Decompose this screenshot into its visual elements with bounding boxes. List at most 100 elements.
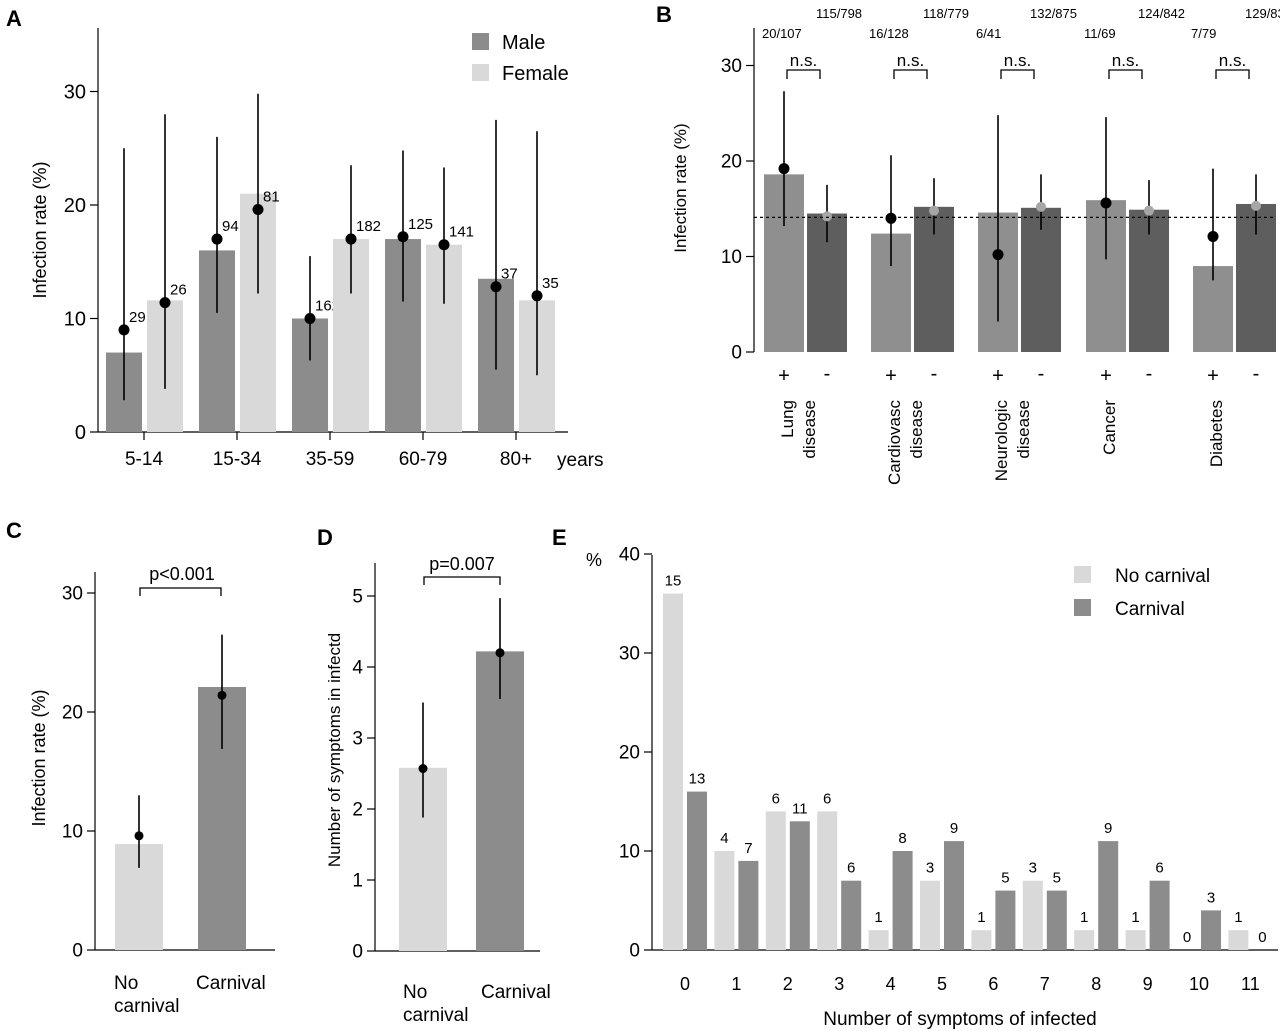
- panel-e-bar-no-carnival: [971, 930, 992, 950]
- panel-d-y-tick-label: 0: [352, 942, 363, 963]
- panel-b-group-label: Cancer: [1100, 400, 1119, 455]
- panel-a-n-label: 182: [356, 218, 381, 235]
- panel-e-bar-carnival: [1149, 880, 1170, 950]
- panel-c-pvalue: p<0.001: [149, 564, 215, 584]
- panel-e-legend-swatch: [1074, 566, 1091, 583]
- panel-a-male-point: [397, 231, 409, 243]
- panel-b-y-tick-label: 10: [721, 247, 742, 268]
- panel-e-x-tick-label: 10: [1189, 974, 1209, 994]
- panel-e-bar-carnival: [944, 841, 964, 950]
- panel-b-group-label-line: disease: [907, 400, 926, 459]
- panel-a-y-tick-label: 0: [75, 422, 86, 444]
- panel-e-count-label: 13: [689, 771, 706, 788]
- panel-e-count-label: 11: [792, 800, 808, 817]
- panel-d-x-label: carnival: [403, 1005, 468, 1026]
- panel-a-x-tick-label: 5-14: [125, 449, 163, 470]
- panel-e-x-tick-label: 2: [783, 974, 793, 994]
- panel-e-bar-no-carnival: [663, 593, 683, 950]
- panel-a-legend-swatch-female: [472, 64, 489, 81]
- panel-a-x-tick-label: 80+: [500, 449, 532, 470]
- panel-b-significance-bracket: [1215, 69, 1250, 79]
- panel-b-minus-label: -: [1038, 363, 1045, 385]
- panel-b-fraction-plus: 20/107: [762, 26, 802, 41]
- panel-e-bar-no-carnival: [1022, 880, 1043, 950]
- panel-e-legend-swatch: [1074, 599, 1091, 616]
- panel-e-x-tick-label: 11: [1241, 974, 1260, 994]
- panel-b-significance-label: n.s.: [1112, 51, 1139, 70]
- panel-b-group-label-line: Neurologic: [992, 400, 1011, 482]
- panel-a-y-label: Infection rate (%): [30, 161, 50, 298]
- panel-b-group-label-line: disease: [1014, 400, 1033, 459]
- panel-c-y-tick-label: 10: [62, 822, 83, 843]
- panel-e-count-label: 7: [744, 840, 752, 857]
- panel-a-legend-label-female: Female: [502, 63, 569, 85]
- panel-a-female-point: [531, 290, 543, 302]
- panel-b-fraction-minus: 132/875: [1030, 6, 1077, 21]
- panel-b-group-label-line: Diabetes: [1207, 400, 1226, 467]
- panel-d-y-tick-label: 2: [352, 800, 363, 821]
- panel-a-chart: 0 10 20 30 Infection rate (%) 5-14 29 26 15-34 94…: [30, 28, 603, 471]
- panel-b-minus-label: -: [1253, 363, 1260, 385]
- panel-e-count-label: 8: [898, 830, 906, 847]
- panel-b-minus-label: -: [931, 363, 938, 385]
- panel-b-plus-label: +: [992, 365, 1004, 387]
- panel-e-x-tick-label: 9: [1143, 974, 1153, 994]
- panel-b-significance-bracket: [893, 69, 928, 79]
- panel-d-chart: 0 1 2 3 4 5 Number of symptoms in infectd Nocar…: [325, 554, 551, 1026]
- panel-b-group-label-line: Cancer: [1100, 400, 1119, 455]
- panel-e-count-label: 3: [926, 860, 934, 877]
- panel-c-point: [217, 690, 227, 700]
- panel-e-x-tick-label: 5: [937, 974, 947, 994]
- panel-a-n-label: 94: [222, 218, 239, 235]
- panel-b-significance-label: n.s.: [897, 51, 924, 70]
- panel-e-bar-carnival: [1201, 910, 1221, 950]
- panel-a-n-label: 141: [449, 224, 474, 241]
- panel-b-plus-label: +: [1100, 365, 1112, 387]
- panel-e-count-label: 9: [1104, 820, 1112, 837]
- panel-b-group-label-line: Cardiovasc: [885, 400, 904, 486]
- panel-b-group-label: Cardiovasc disease: [885, 400, 926, 486]
- panel-b-minus-point: [929, 205, 939, 216]
- panel-c-letter: C: [6, 518, 22, 543]
- panel-a-n-label: 125: [408, 216, 433, 233]
- panel-c-x-label: carnival: [114, 996, 179, 1017]
- panel-b-group-label: Diabetes: [1207, 400, 1226, 467]
- panel-e-y-tick-label: 10: [619, 842, 640, 863]
- panel-e-count-label: 3: [1207, 889, 1215, 906]
- panel-e-count-label: 3: [1029, 860, 1037, 877]
- panel-e-count-label: 6: [847, 860, 855, 877]
- panel-b-minus-point: [1251, 200, 1261, 211]
- panel-a-legend-label-male: Male: [502, 32, 545, 54]
- panel-a-n-label: 81: [263, 189, 280, 206]
- panel-e-count-label: 9: [950, 820, 958, 837]
- panel-e-y-tick-label: 30: [619, 644, 640, 665]
- panel-b-minus-point: [822, 211, 832, 222]
- panel-b-group-label-line: Lung: [778, 400, 797, 438]
- panel-d-pvalue: p=0.007: [429, 554, 495, 574]
- panel-d-x-label: Carnival: [481, 982, 551, 1003]
- panel-e-bar-no-carnival: [765, 811, 786, 950]
- panel-e-count-label: 1: [874, 909, 882, 926]
- panel-a-n-label: 26: [170, 282, 187, 299]
- panel-d-x-label: No: [403, 982, 427, 1003]
- panel-b-plus-label: +: [1207, 365, 1219, 387]
- panel-e-x-tick-label: 3: [834, 974, 844, 994]
- panel-b-bar-minus: [1021, 207, 1061, 352]
- panel-c-x-label: No: [114, 973, 138, 994]
- panel-b-y-label: Infection rate (%): [671, 123, 690, 252]
- panel-e-x-tick-label: 4: [886, 974, 896, 994]
- panel-d-y-tick-label: 4: [352, 658, 363, 679]
- panel-e-x-tick-label: 6: [988, 974, 998, 994]
- panel-b-fraction-plus: 16/128: [869, 26, 909, 41]
- panel-e-count-label: 6: [1155, 860, 1163, 877]
- panel-a-female-point: [345, 233, 357, 245]
- panel-b-y-tick-label: 30: [721, 56, 742, 77]
- panel-e-bar-carnival: [841, 880, 862, 950]
- panel-a-x-tick-label: 60-79: [399, 449, 448, 470]
- panel-b-plus-point: [992, 249, 1004, 261]
- panel-a-n-label: 29: [129, 309, 146, 326]
- panel-e-bar-carnival: [687, 791, 707, 950]
- panel-e-x-tick-label: 7: [1040, 974, 1050, 994]
